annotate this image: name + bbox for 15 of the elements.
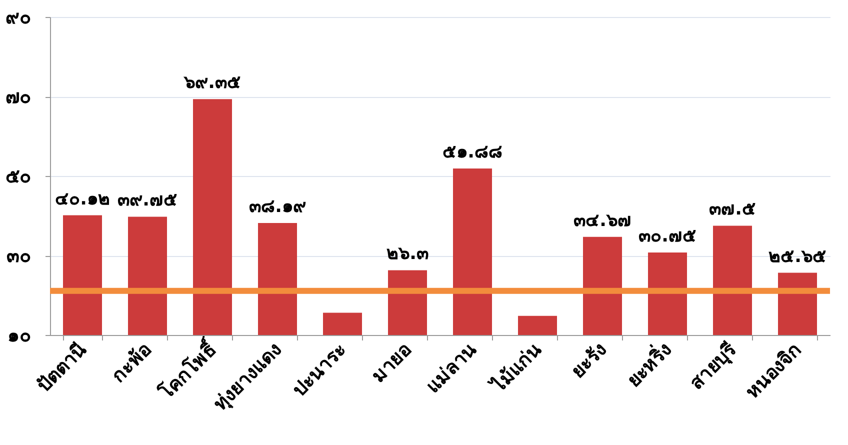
data-label: ๓๗.๕ xyxy=(709,198,756,220)
data-label: ๒๖.๓ xyxy=(386,243,428,264)
data-label: ๔๐.๑๒ xyxy=(55,188,110,210)
data-label: ๒๕.๖๕ xyxy=(768,246,826,267)
y-tick-label: ๓๐ xyxy=(6,245,32,267)
y-tick-label: ๙๐ xyxy=(6,6,32,28)
data-label: ๓๙.๗๕ xyxy=(118,190,178,211)
y-tick-label: ๑๐ xyxy=(8,324,32,346)
data-label: ๓๐.๗๕ xyxy=(638,226,696,247)
data-label: ๓๘.๑๙ xyxy=(249,196,306,217)
y-tick-label: ๗๐ xyxy=(6,86,32,108)
y-tick-label: ๕๐ xyxy=(6,166,32,188)
data-label: ๕๑.๘๘ xyxy=(442,142,502,163)
data-label: ๖๙.๓๕ xyxy=(183,72,241,94)
data-label: ๓๔.๖๗ xyxy=(574,210,632,231)
